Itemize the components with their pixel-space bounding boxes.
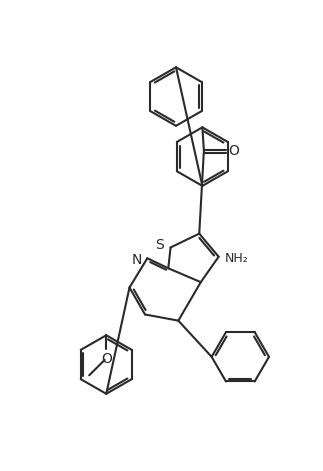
Text: N: N — [132, 253, 142, 267]
Text: O: O — [229, 144, 240, 158]
Text: S: S — [155, 238, 164, 252]
Text: O: O — [101, 352, 112, 366]
Text: NH₂: NH₂ — [225, 252, 249, 265]
